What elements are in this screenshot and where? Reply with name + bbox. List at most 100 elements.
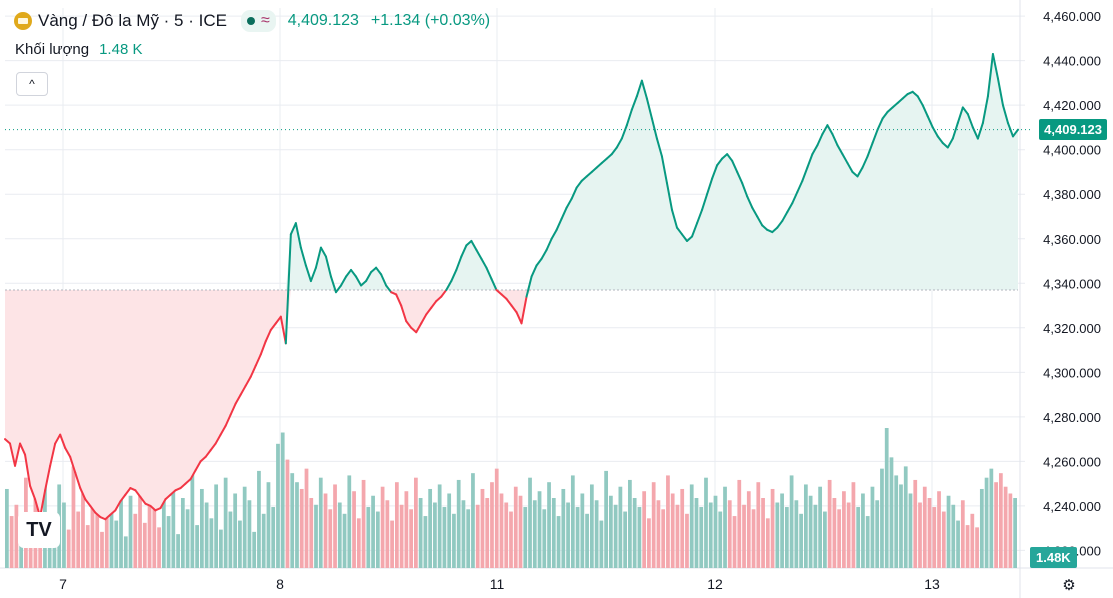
price-segment [851, 170, 859, 178]
volume-bar [280, 432, 285, 568]
price-segment [249, 364, 257, 378]
volume-bar [861, 493, 865, 568]
price-segment [951, 121, 959, 140]
volume-bar [114, 520, 119, 568]
price-segment [269, 322, 277, 332]
price-segment [585, 170, 593, 178]
price-segment [681, 233, 689, 242]
price-segment [816, 133, 824, 147]
price-segment [164, 493, 172, 501]
price-segment [370, 266, 378, 274]
volume-bar [965, 525, 970, 568]
price-segment [1006, 121, 1014, 138]
y-tick-label: 4,440.000 [1043, 54, 1101, 69]
price-segment [89, 504, 97, 514]
volume-bar [642, 491, 647, 568]
price-segment [996, 77, 1004, 107]
price-segment [620, 124, 628, 140]
volume-legend[interactable]: Khối lượng 1.48 K [15, 41, 142, 58]
volume-bar [414, 477, 418, 568]
volume-bar [908, 493, 913, 568]
symbol-header[interactable]: Vàng / Đô la Mỹ · 5 · ICE ≈ 4,409.123 +1… [14, 10, 490, 32]
volume-bar [984, 477, 989, 568]
volume-bar [380, 486, 385, 568]
volume-bar [356, 518, 361, 568]
price-segment [500, 293, 508, 300]
price-segment [665, 182, 673, 211]
gear-icon[interactable]: ⚙ [1062, 577, 1076, 594]
price-segment [49, 442, 57, 467]
price-segment [234, 393, 242, 405]
price-segment [29, 484, 37, 501]
price-segment [771, 226, 779, 234]
price-segment [841, 153, 849, 165]
volume-bar [737, 479, 742, 568]
volume-bar [252, 531, 257, 568]
price-segment [1001, 104, 1009, 124]
volume-bar [889, 457, 894, 568]
volume-bar [323, 493, 328, 568]
volume-bar [637, 507, 642, 568]
price-segment [329, 275, 337, 294]
volume-bar [1013, 498, 1017, 568]
y-tick-label: 4,460.000 [1043, 9, 1101, 24]
volume-bar [765, 518, 770, 568]
volume-bar [418, 498, 423, 568]
price-segment [981, 95, 989, 124]
price-segment [365, 271, 373, 283]
price-segment [856, 166, 864, 178]
volume-bar [475, 504, 480, 568]
price-segment [184, 478, 192, 485]
volume-bar [171, 464, 176, 568]
collapse-legend-button[interactable]: ^ [16, 72, 48, 96]
volume-bar [399, 504, 404, 568]
price-segment [896, 97, 904, 104]
volume-bar [794, 500, 799, 568]
y-tick-label: 4,360.000 [1043, 232, 1101, 247]
volume-bar [276, 443, 280, 568]
price-segment [59, 433, 67, 450]
price-segment [339, 275, 348, 287]
price-segment [319, 246, 327, 258]
price-segment [946, 137, 954, 149]
price-segment [731, 159, 739, 173]
volume-bar [989, 468, 994, 568]
volume-bar [133, 513, 138, 568]
price-segment [79, 487, 87, 501]
volume-bar [532, 500, 537, 568]
dot-icon [246, 17, 255, 25]
price-segment [625, 108, 633, 127]
price-segment [956, 106, 964, 124]
y-tick-label: 4,260.000 [1043, 454, 1101, 469]
volume-bar [333, 484, 337, 568]
volume-bar [513, 486, 518, 568]
price-segment [460, 244, 468, 258]
price-segment [976, 121, 984, 140]
price-segment [640, 79, 648, 100]
price-segment [114, 500, 122, 512]
price-segment [901, 93, 909, 100]
symbol-title[interactable]: Vàng / Đô la Mỹ · 5 · ICE [38, 11, 227, 30]
volume-bar [818, 486, 823, 568]
volume-bar [827, 479, 832, 568]
tradingview-logo[interactable]: TV [18, 512, 60, 548]
volume-bar [209, 518, 214, 568]
volume-bar [123, 536, 128, 568]
volume-bar [423, 516, 428, 568]
price-segment [635, 79, 643, 98]
price-segment [314, 246, 322, 269]
volume-bar [813, 504, 818, 568]
volume-bar [770, 488, 775, 568]
price-segment [264, 329, 272, 343]
market-status-pill[interactable]: ≈ [240, 10, 276, 32]
volume-bar [318, 477, 323, 568]
volume-bar [704, 477, 708, 568]
price-segment [254, 353, 262, 367]
volume-bar [119, 486, 123, 568]
price-segment [535, 257, 543, 267]
y-tick-label: 4,420.000 [1043, 98, 1101, 113]
price-segment [701, 193, 709, 211]
price-segment [224, 413, 232, 427]
price-segment [550, 228, 558, 240]
